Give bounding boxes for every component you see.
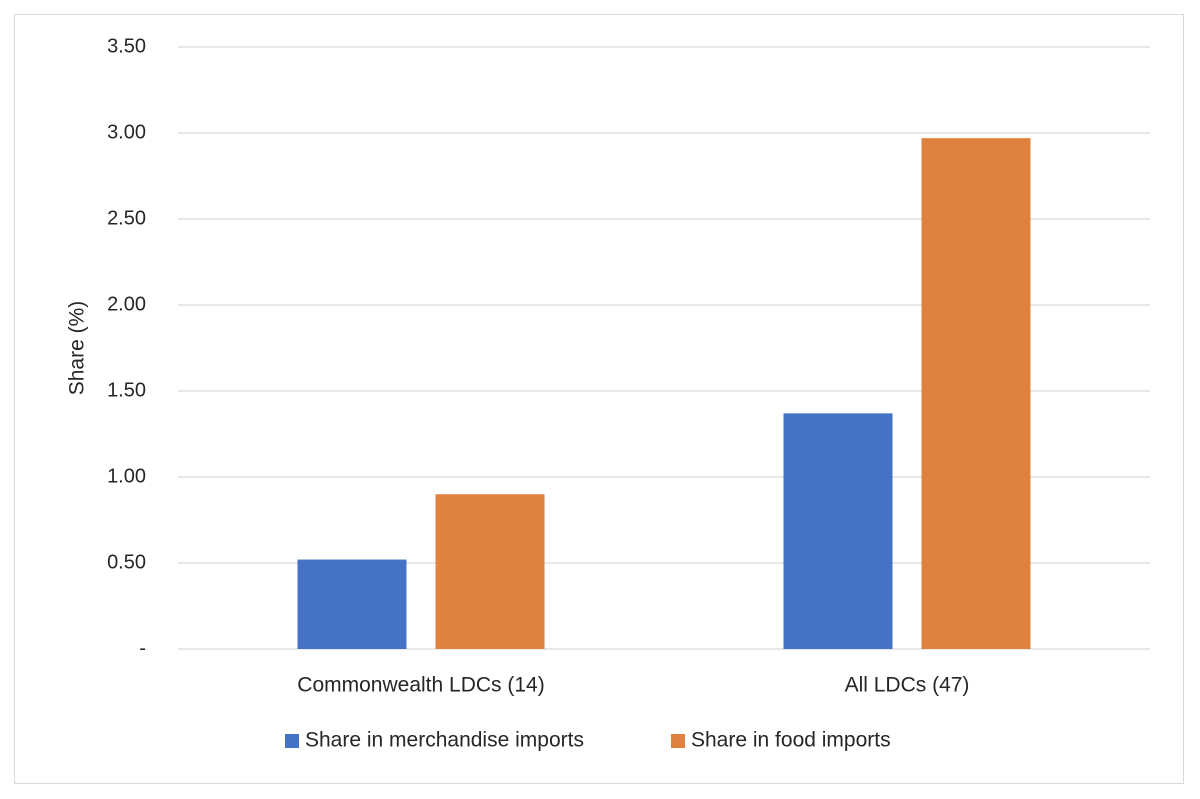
bar-merchandise-0 (297, 559, 407, 649)
y-tick-label: 3.50 (107, 35, 146, 57)
x-axis-categories: Commonwealth LDCs (14) All LDCs (47) (297, 674, 969, 697)
y-axis-title: Share (%) (66, 301, 89, 396)
y-tick-label: - (139, 637, 146, 659)
bars (297, 138, 1031, 649)
legend-swatch (671, 734, 685, 748)
y-tick-label: 2.00 (107, 293, 146, 315)
x-category-label: All LDCs (47) (845, 674, 970, 697)
y-tick-label: 0.50 (107, 551, 146, 573)
y-tick-label: 1.50 (107, 379, 146, 401)
y-tick-label: 1.00 (107, 465, 146, 487)
bar-food-1 (921, 138, 1031, 649)
y-axis-ticks: - 0.50 1.00 1.50 2.00 2.50 3.00 3.50 (107, 35, 146, 659)
bar-food-0 (435, 494, 545, 649)
legend-label: Share in merchandise imports (305, 729, 584, 752)
y-axis-title-group: Share (%) (66, 301, 89, 396)
x-category-label: Commonwealth LDCs (14) (297, 674, 544, 697)
y-tick-label: 3.00 (107, 121, 146, 143)
bar-merchandise-1 (783, 413, 893, 649)
y-tick-label: 2.50 (107, 207, 146, 229)
legend-swatch (285, 734, 299, 748)
legend-label: Share in food imports (691, 729, 891, 752)
legend: Share in merchandise imports Share in foo… (285, 729, 891, 752)
